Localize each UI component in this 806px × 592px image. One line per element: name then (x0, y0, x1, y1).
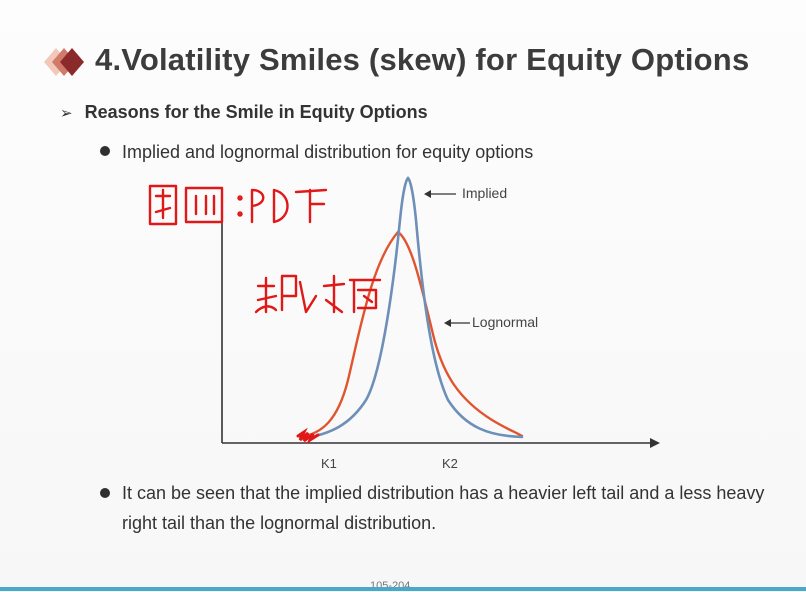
sub-heading: ➢ Reasons for the Smile in Equity Option… (60, 102, 428, 123)
handwritten-annotation-pdf (148, 184, 328, 226)
implied-label: Implied (462, 185, 507, 201)
title-diamond-icon (44, 48, 84, 76)
handwritten-annotation-peak-fat-tail (254, 274, 382, 314)
bottom-accent-bar (0, 587, 806, 591)
lognormal-arrow (444, 319, 470, 327)
k2-label: K2 (442, 456, 458, 471)
bullet-dot-icon (100, 146, 110, 156)
implied-arrow (424, 190, 456, 198)
sub-heading-text: Reasons for the Smile in Equity Options (84, 102, 428, 122)
bullet-text: Implied and lognormal distribution for e… (122, 142, 534, 162)
lognormal-label: Lognormal (472, 314, 538, 330)
implied-curve (303, 176, 524, 440)
x-axis-arrow-icon (650, 438, 660, 448)
bullet-point: It can be seen that the implied distribu… (100, 478, 790, 538)
lognormal-curve (298, 230, 524, 439)
arrow-bullet-icon: ➢ (60, 104, 73, 122)
handwriting-scribble (296, 427, 320, 445)
bullet-text: It can be seen that the implied distribu… (122, 483, 765, 533)
bullet-dot-icon (100, 488, 110, 498)
bullet-point: Implied and lognormal distribution for e… (100, 139, 533, 165)
k1-label: K1 (321, 456, 337, 471)
slide-title: 4.Volatility Smiles (skew) for Equity Op… (95, 42, 750, 77)
